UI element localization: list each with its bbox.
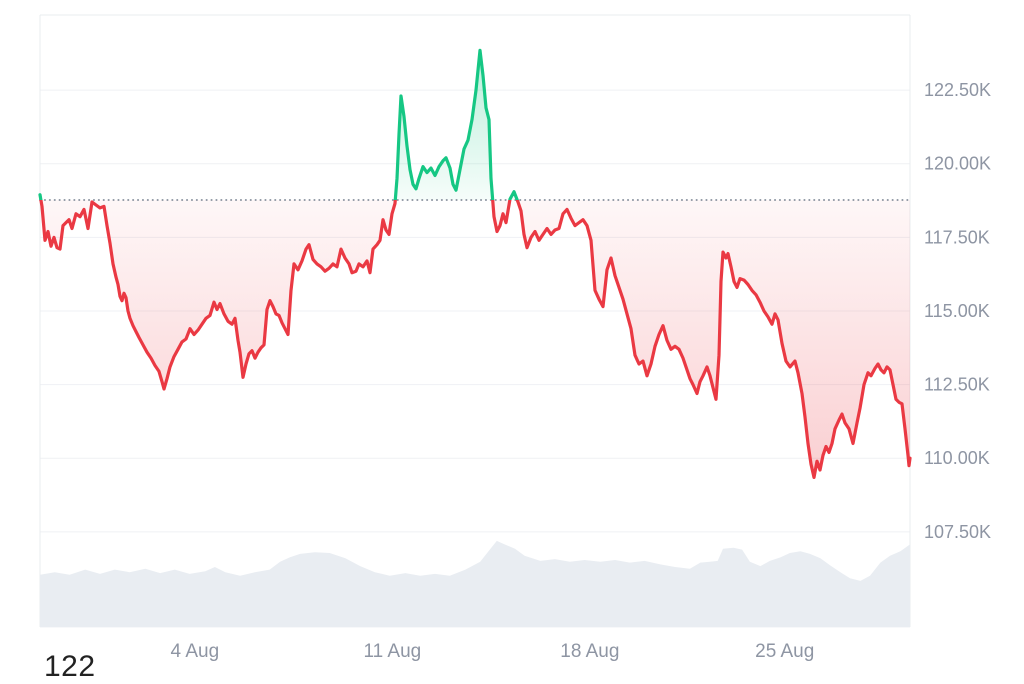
y-axis-label: 107.50K bbox=[924, 522, 991, 542]
y-axis-label: 112.50K bbox=[924, 375, 990, 395]
y-axis-label: 122.50K bbox=[924, 80, 991, 100]
y-axis-label: 110.00K bbox=[924, 448, 990, 468]
price-line-up[interactable] bbox=[38, 48, 910, 477]
y-axis-label: 120.00K bbox=[924, 154, 991, 174]
x-axis-label: 18 Aug bbox=[560, 641, 619, 662]
x-axis-label: 4 Aug bbox=[171, 641, 220, 662]
y-axis-label: 117.50K bbox=[924, 227, 990, 247]
x-axis-label: 25 Aug bbox=[755, 641, 814, 662]
price-line-down[interactable] bbox=[39, 50, 912, 479]
volume-navigator[interactable] bbox=[40, 540, 910, 627]
area-fill-below-baseline bbox=[40, 199, 910, 478]
corner-value: 122 bbox=[44, 650, 96, 683]
y-axis-label: 115.00K bbox=[924, 301, 990, 321]
x-axis-label: 11 Aug bbox=[363, 641, 421, 662]
